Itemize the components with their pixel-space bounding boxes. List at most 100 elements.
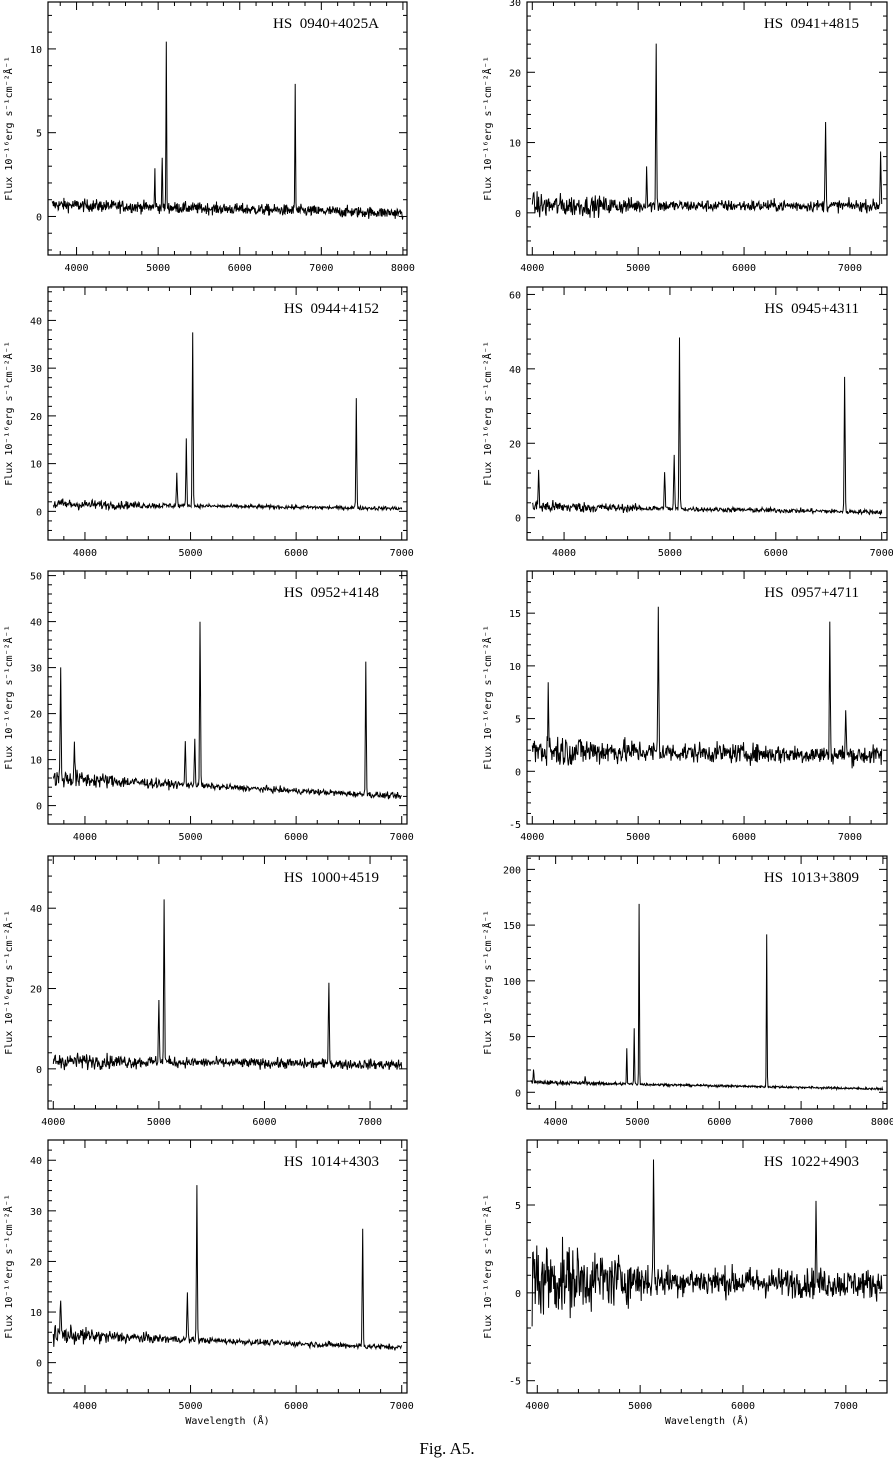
y-axis-label: Flux 10⁻¹⁶erg s⁻¹cm⁻²Å⁻¹ (2, 341, 15, 486)
x-tick-label: 4000 (520, 832, 544, 843)
x-tick-label: 6000 (284, 548, 308, 559)
x-tick-label: 5000 (178, 832, 202, 843)
x-tick-label: 5000 (146, 263, 170, 274)
x-tick-label: 4000 (41, 1117, 65, 1128)
panel-title: HS 0945+4311 (764, 301, 859, 317)
y-tick-label: 5 (36, 129, 42, 140)
x-tick-label: 7000 (390, 832, 414, 843)
spectrum-panel: 4000 5000 6000 7000 -5 0 5 HS 1022+4903 Flux 10⁻… (481, 1139, 888, 1427)
spectrum-panel: 4000 5000 6000 7000 -5 0 5 10 15 HS 0957+4711 Flux… (481, 570, 888, 843)
spectrum-panel: 4000 5000 6000 7000 0 10 20 30 40 50 HS 0952+4148 F… (2, 570, 414, 843)
spectrum-line (530, 903, 884, 1092)
spectrum-line (531, 1159, 883, 1327)
x-tick-label: 6000 (732, 263, 756, 274)
x-tick-label: 5000 (628, 1401, 652, 1412)
y-tick-label: 0 (36, 802, 42, 813)
y-tick-label: 200 (503, 865, 521, 876)
plot-frame (47, 855, 408, 1110)
y-tick-label: 10 (30, 1308, 42, 1319)
plot-frame (47, 570, 408, 825)
y-tick-label: 20 (30, 412, 42, 423)
y-axis-label: Flux 10⁻¹⁶erg s⁻¹cm⁻²Å⁻¹ (2, 625, 15, 770)
y-tick-label: 0 (515, 1289, 521, 1300)
y-tick-label: 10 (30, 460, 42, 471)
x-tick-label: 4000 (73, 1401, 97, 1412)
spectrum-line (531, 43, 883, 219)
x-tick-label: 7000 (838, 263, 862, 274)
spectrum-panel: 4000 5000 6000 7000 0 10 20 30 40 HS 1014+4303 Flu… (2, 1139, 414, 1427)
x-tick-label: 6000 (284, 1401, 308, 1412)
x-tick-label: 5000 (626, 832, 650, 843)
spectrum-line (52, 621, 402, 800)
x-tick-label: 6000 (764, 548, 788, 559)
y-tick-label: 10 (509, 139, 521, 150)
figure-caption: Fig. A5. (419, 1439, 474, 1458)
x-tick-label: 7000 (390, 1401, 414, 1412)
x-tick-label: 4000 (73, 832, 97, 843)
y-tick-label: 100 (503, 977, 521, 988)
y-tick-label: 0 (36, 212, 42, 223)
y-axis-label: Flux 10⁻¹⁶erg s⁻¹cm⁻²Å⁻¹ (2, 56, 15, 201)
spectrum-panel: 4000 5000 6000 7000 0 20 40 HS 1000+4519 Flux 10… (2, 855, 408, 1128)
y-tick-label: 0 (36, 507, 42, 518)
spectrum-panel: 4000 5000 6000 7000 8000 0 5 10 HS 0940+4025A Flu… (2, 1, 415, 274)
x-tick-label: 5000 (658, 548, 682, 559)
panel-title: HS 1022+4903 (764, 1154, 859, 1170)
y-tick-label: -5 (509, 1377, 521, 1388)
plot-frame (526, 1, 888, 256)
panel-title: HS 0944+4152 (284, 301, 379, 317)
y-tick-label: 30 (30, 364, 42, 375)
y-tick-label: 0 (36, 1359, 42, 1370)
x-tick-label: 6000 (228, 263, 252, 274)
spectrum-line (52, 899, 403, 1071)
x-tick-label: 5000 (626, 263, 650, 274)
y-tick-label: 40 (509, 365, 521, 376)
y-tick-label: 0 (36, 1065, 42, 1076)
plot-frame (47, 1, 408, 256)
y-tick-label: 5 (515, 715, 521, 726)
panel-title: HS 0940+4025A (273, 16, 379, 32)
x-tick-label: 6000 (732, 832, 756, 843)
y-tick-label: 40 (30, 904, 42, 915)
x-tick-label: 7000 (838, 832, 862, 843)
x-tick-label: 4000 (544, 1117, 568, 1128)
panel-title: HS 1014+4303 (284, 1154, 379, 1170)
y-axis-label: Flux 10⁻¹⁶erg s⁻¹cm⁻²Å⁻¹ (2, 1194, 15, 1339)
y-tick-label: 50 (30, 572, 42, 583)
x-axis-label: Wavelength (Å) (185, 1414, 269, 1427)
y-tick-label: 20 (509, 439, 521, 450)
y-axis-label: Flux 10⁻¹⁶erg s⁻¹cm⁻²Å⁻¹ (481, 56, 494, 201)
y-tick-label: 5 (515, 1201, 521, 1212)
plot-frame (526, 855, 888, 1110)
y-tick-label: 0 (515, 209, 521, 220)
x-tick-label: 7000 (309, 263, 333, 274)
x-tick-label: 6000 (252, 1117, 276, 1128)
spectrum-line (531, 337, 883, 516)
x-tick-label: 4000 (73, 548, 97, 559)
y-tick-label: 30 (30, 664, 42, 675)
plot-frame (526, 1139, 888, 1394)
spectrum-line (531, 606, 883, 769)
y-tick-label: 30 (30, 1207, 42, 1218)
spectrum-panel: 4000 5000 6000 7000 0 20 40 60 HS 0945+4311 Flux … (481, 286, 893, 559)
y-tick-label: 20 (509, 68, 521, 79)
panel-title: HS 0941+4815 (764, 16, 859, 32)
y-tick-label: 20 (30, 985, 42, 996)
spectrum-panel: 4000 5000 6000 7000 0 10 20 30 40 HS 0944+4152 Flu… (2, 286, 414, 559)
y-tick-label: 10 (30, 756, 42, 767)
y-axis-label: Flux 10⁻¹⁶erg s⁻¹cm⁻²Å⁻¹ (481, 341, 494, 486)
y-tick-label: 0 (515, 1088, 521, 1099)
y-tick-label: 50 (509, 1033, 521, 1044)
x-tick-label: 7000 (834, 1401, 858, 1412)
x-tick-label: 5000 (178, 1401, 202, 1412)
y-tick-label: 40 (30, 316, 42, 327)
x-tick-label: 6000 (731, 1401, 755, 1412)
spectrum-panel: 4000 5000 6000 7000 8000 0 50 100 150 200 HS 1013+… (481, 855, 893, 1128)
x-tick-label: 7000 (870, 548, 893, 559)
x-tick-label: 7000 (789, 1117, 813, 1128)
x-tick-label: 7000 (390, 548, 414, 559)
x-tick-label: 5000 (625, 1117, 649, 1128)
x-tick-label: 4000 (525, 1401, 549, 1412)
panel-title: HS 0952+4148 (284, 585, 379, 601)
y-axis-label: Flux 10⁻¹⁶erg s⁻¹cm⁻²Å⁻¹ (481, 625, 494, 770)
